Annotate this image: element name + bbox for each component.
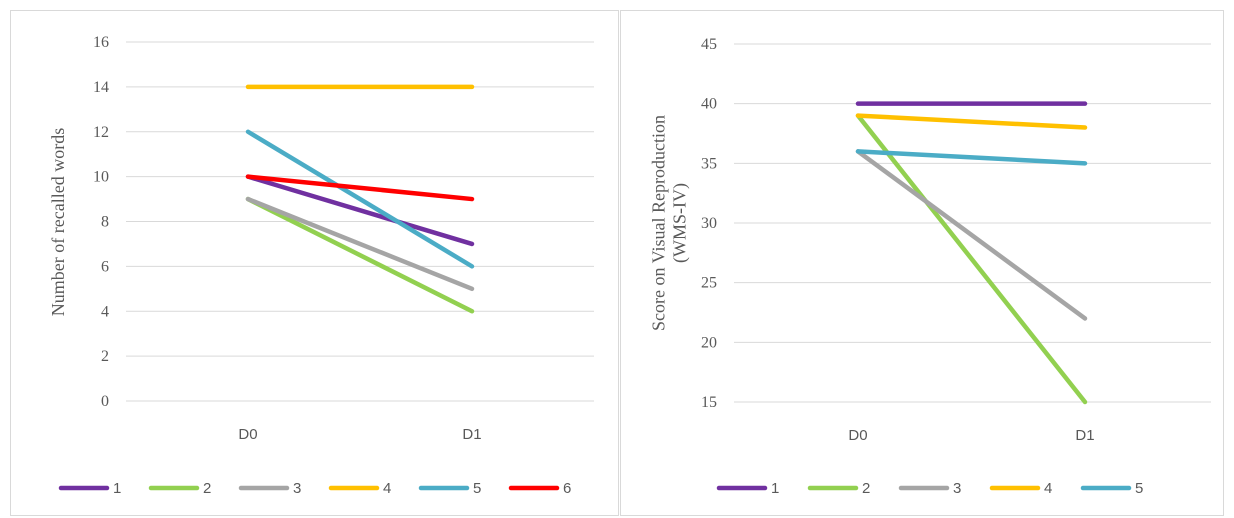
legend-label-4: 4 [383,480,391,497]
y-tick-label: 8 [101,214,109,231]
y-axis-label: Number of recalled words [48,128,68,316]
y-tick-label: 16 [93,34,109,51]
y-tick-label: 15 [701,394,717,411]
series-line-1 [245,174,475,247]
y-tick-label: 45 [701,36,717,53]
y-tick-label: 6 [101,258,109,275]
y-tick-label: 10 [93,169,109,186]
y-tick-label: 0 [101,393,109,410]
y-tick-label: 14 [93,79,109,96]
series-line-6 [245,174,475,202]
legend-label-3: 3 [293,480,301,497]
chart-panel-recalled-words: 0 2 4 6 8 10 12 14 16 D0 D1 Number of recalled word… [10,10,619,516]
y-tick-label: 25 [701,275,717,292]
y-tick-label: 2 [101,348,109,365]
y-tick-label: 35 [701,155,717,172]
series-line-3 [855,149,1088,321]
series-line-5 [245,129,475,269]
chart-panel-visual-reproduction: 15 20 25 30 35 40 45 D0 D1 Score on Visual Reprod… [620,10,1224,516]
x-tick-label: D1 [462,426,481,443]
series-line-2 [855,113,1088,405]
legend-label-5: 5 [473,480,481,497]
legend-label-1: 1 [771,480,779,497]
legend-label-5: 5 [1135,480,1143,497]
series-line-5 [855,149,1088,166]
series-line-3 [245,196,475,292]
series-line-4 [855,113,1088,130]
x-tick-label: D0 [848,427,867,444]
y-tick-label: 4 [101,303,109,320]
legend-label-3: 3 [953,480,961,497]
y-axis-label: Score on Visual Reproduction(WMS-IV) [649,115,691,331]
y-tick-label: 40 [701,96,717,113]
y-tick-label: 20 [701,334,717,351]
legend-label-4: 4 [1044,480,1052,497]
legend-label-6: 6 [563,480,571,497]
series-line-2 [245,196,475,314]
y-tick-label: 30 [701,215,717,232]
legend-label-1: 1 [113,480,121,497]
x-tick-label: D0 [238,426,257,443]
y-tick-label: 12 [93,124,109,141]
legend-label-2: 2 [203,480,211,497]
x-tick-label: D1 [1075,427,1094,444]
legend-label-2: 2 [862,480,870,497]
